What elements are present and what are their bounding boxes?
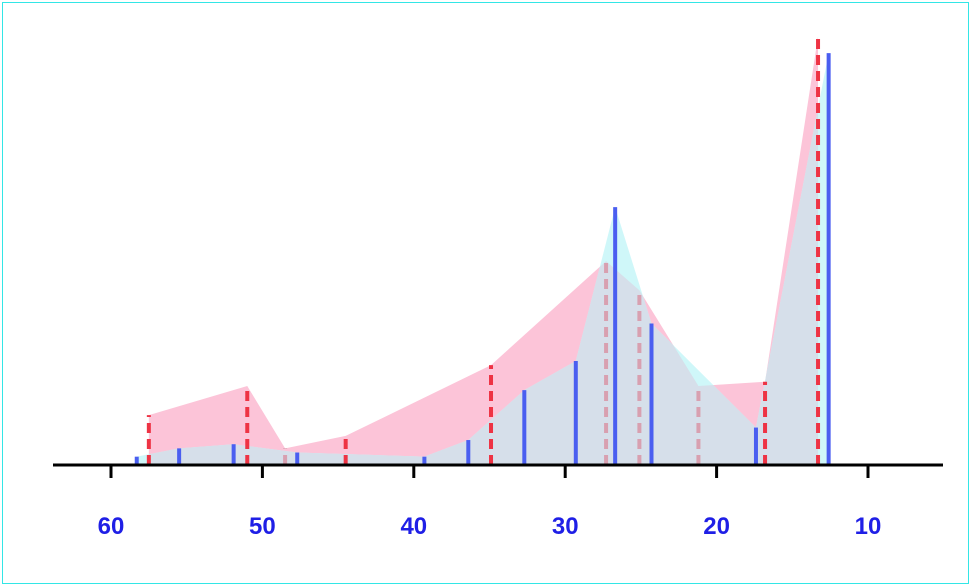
x-tick-label: 40 (400, 513, 427, 540)
x-tick-label: 20 (703, 513, 730, 540)
x-tick-label: 30 (552, 513, 579, 540)
x-tick-label: 50 (249, 513, 276, 540)
x-tick-label: 60 (98, 513, 125, 540)
spectrum-chart: 60 50 40 30 20 10 (53, 36, 943, 540)
x-tick-label: 10 (855, 513, 882, 540)
overlap-area (148, 53, 819, 465)
